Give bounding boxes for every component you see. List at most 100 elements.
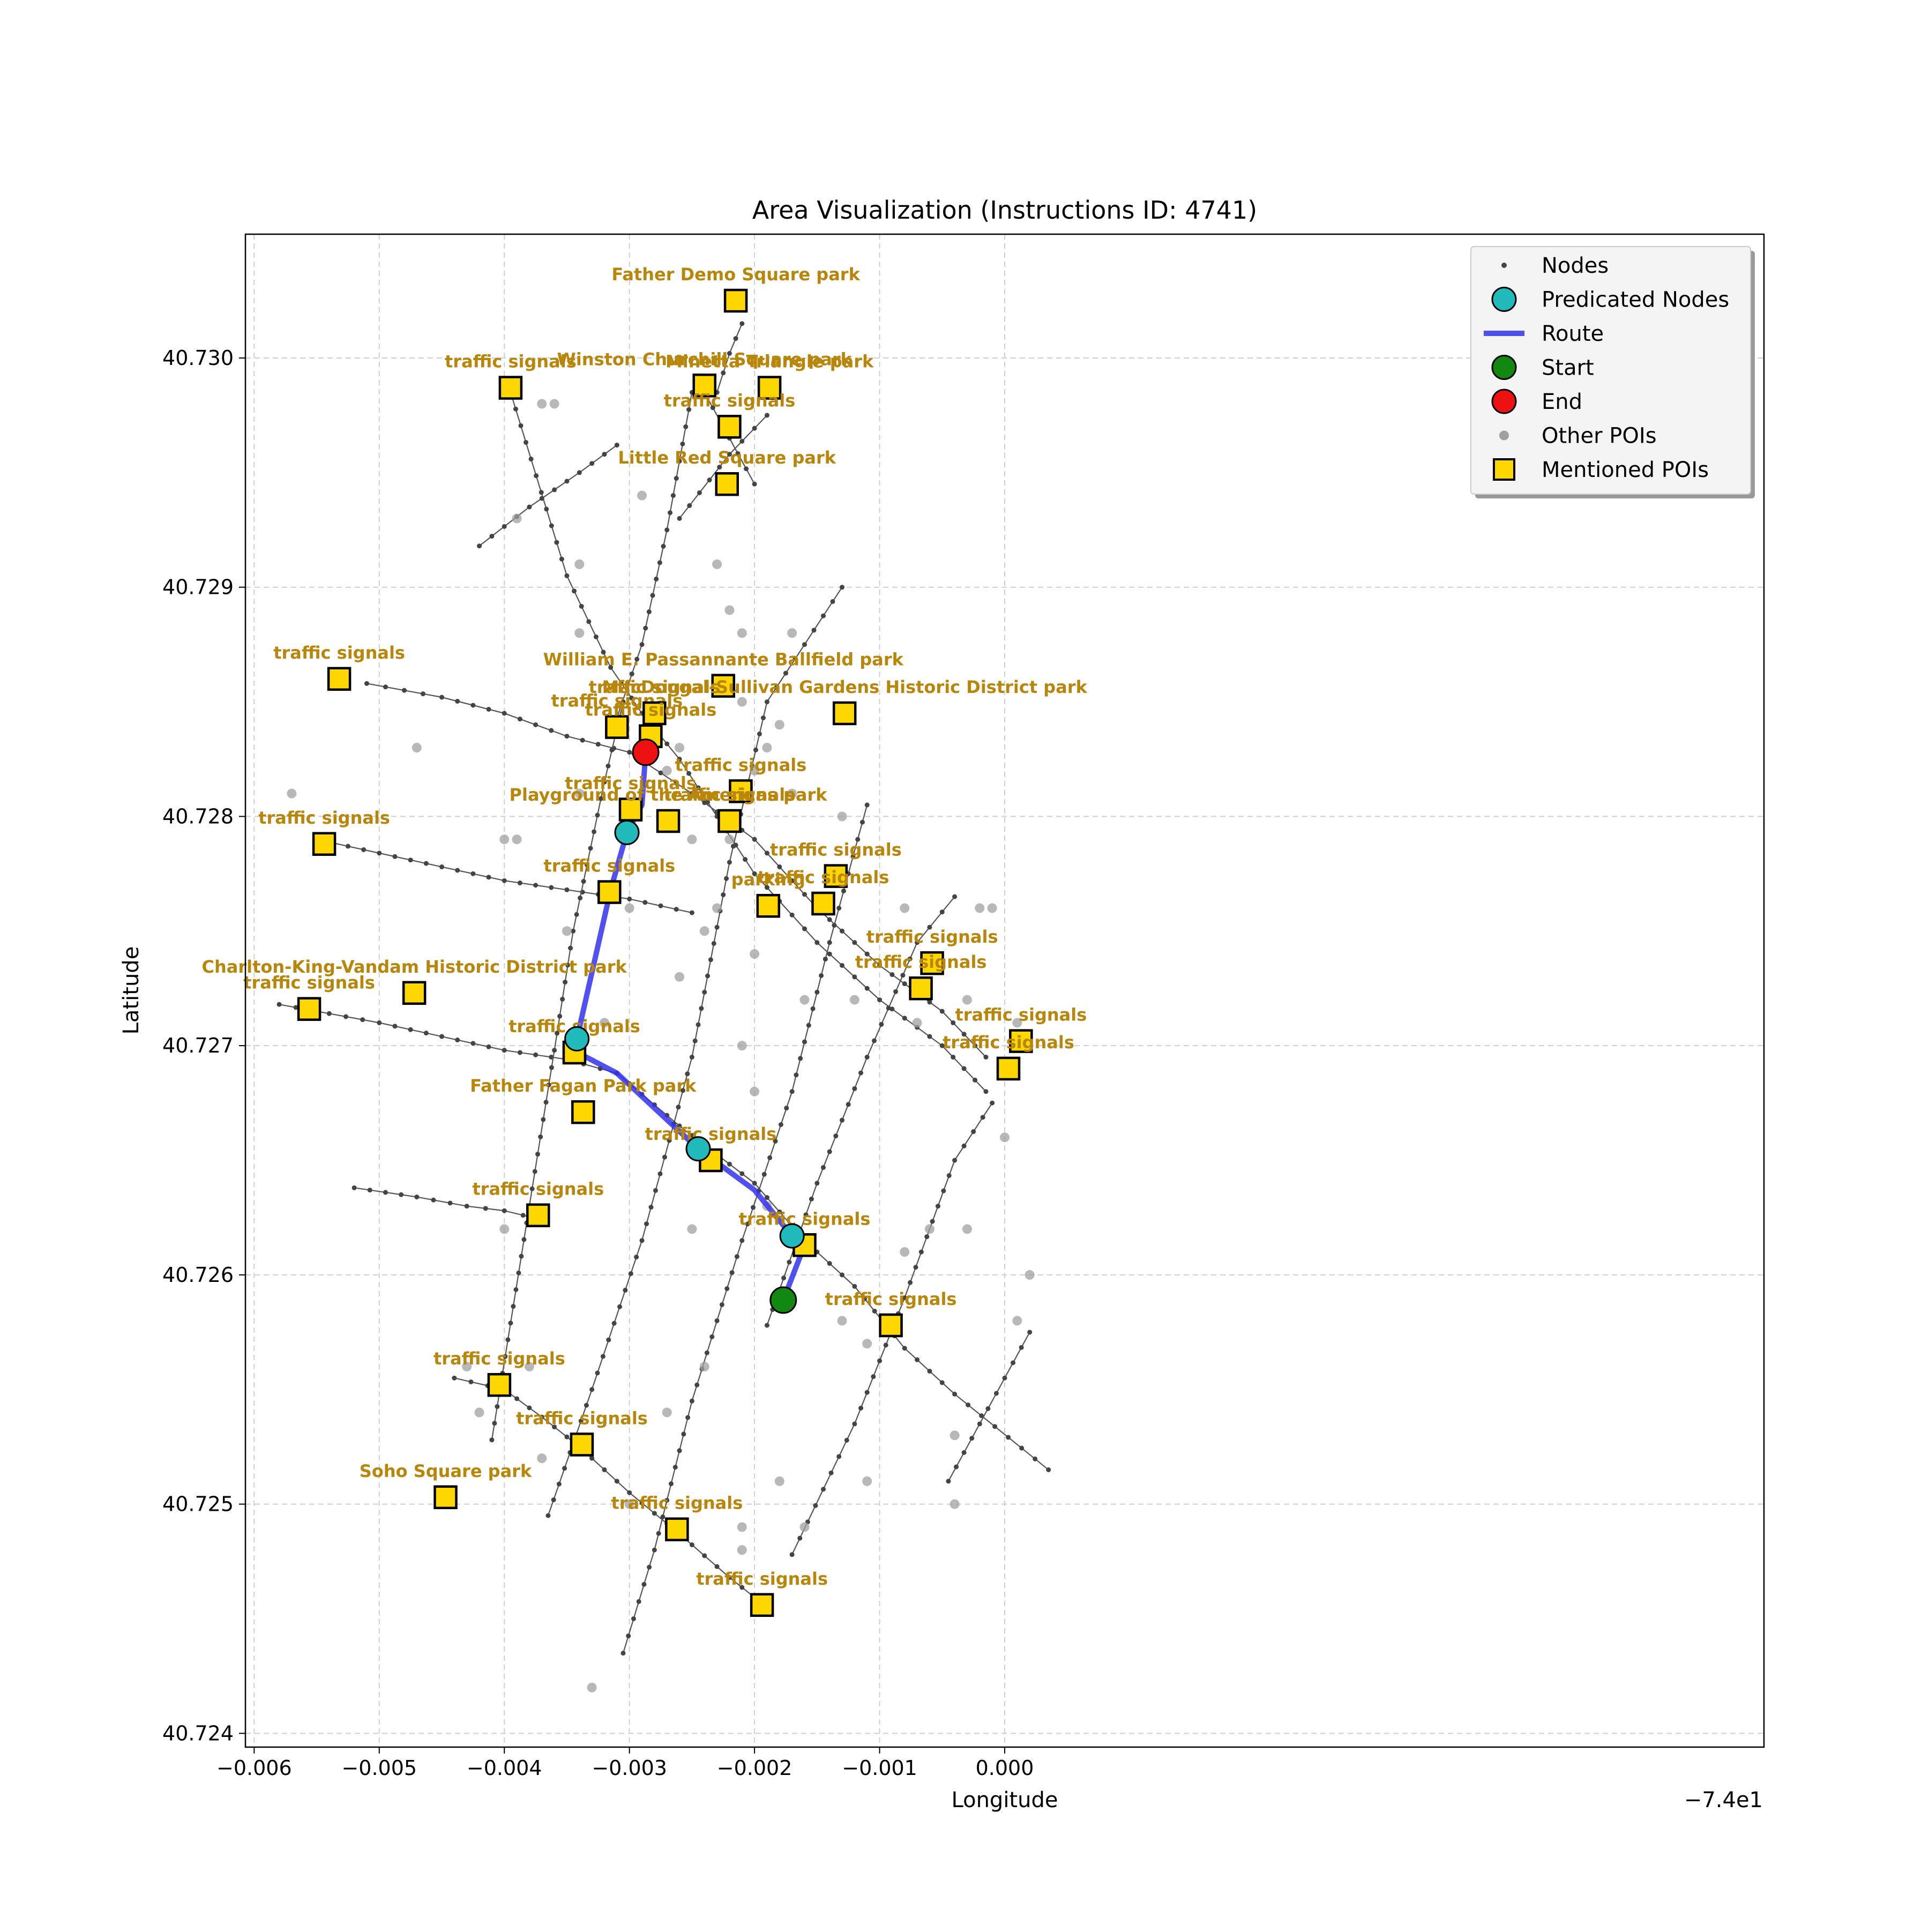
node-dot — [513, 1287, 519, 1292]
node-dot — [951, 1020, 956, 1025]
node-dot — [520, 1213, 526, 1218]
node-dot — [511, 1304, 516, 1309]
node-dot — [924, 1234, 930, 1240]
node-dot — [627, 750, 632, 755]
x-tick-label: −0.002 — [717, 1756, 792, 1780]
y-tick-label: 40.730 — [162, 346, 234, 370]
other-poi-point — [862, 1476, 872, 1486]
node-dot — [631, 1616, 636, 1621]
node-dot — [941, 1188, 946, 1193]
mentioned-poi-marker — [312, 832, 337, 856]
poi-label: MacDougal-Sullivan Gardens Historic Dist… — [602, 677, 1088, 697]
node-dot — [326, 1011, 332, 1016]
node-dot — [773, 1138, 778, 1144]
node-dot — [864, 1055, 870, 1060]
node-dot — [674, 476, 679, 481]
node-dot — [601, 650, 606, 655]
node-dot — [757, 731, 762, 736]
node-dot — [939, 1009, 945, 1014]
node-dot — [752, 1181, 757, 1186]
other-poi-point — [562, 926, 572, 936]
node-dot — [777, 864, 782, 870]
other-poi-point — [750, 765, 760, 775]
node-dot — [1033, 1456, 1038, 1461]
node-dot — [840, 1117, 845, 1123]
node-dot — [927, 1034, 932, 1039]
node-dot — [571, 928, 576, 934]
node-dot — [502, 1048, 507, 1053]
node-dot — [710, 405, 715, 411]
node-dot — [680, 441, 685, 446]
node-dot — [589, 1387, 595, 1392]
legend-node-symbol — [1501, 263, 1507, 268]
other-poi-point — [499, 834, 510, 845]
other-poi-point — [624, 1499, 634, 1509]
node-dot — [852, 1421, 857, 1427]
other-poi-point — [662, 765, 672, 775]
other-poi-point — [912, 1018, 922, 1028]
node-dot — [871, 1374, 876, 1379]
other-poi-point — [724, 605, 735, 615]
node-dot — [753, 747, 758, 752]
node-dot — [900, 973, 906, 978]
node-dot — [734, 1254, 739, 1259]
node-dot — [564, 1434, 570, 1439]
node-dot — [598, 796, 603, 801]
other-poi-point — [849, 995, 859, 1005]
start-marker — [769, 1286, 797, 1314]
node-dot — [806, 1023, 811, 1028]
legend-other-poi-symbol — [1499, 430, 1509, 441]
node-dot — [961, 1032, 967, 1037]
node-dot — [564, 573, 570, 578]
node-dot — [689, 1398, 694, 1404]
node-dot — [761, 1172, 767, 1177]
node-dot — [702, 800, 707, 805]
node-dot — [802, 892, 807, 897]
node-dot — [503, 1354, 508, 1359]
legend-poi-symbol — [1493, 458, 1515, 481]
node-dot — [862, 1296, 868, 1301]
poi-label: traffic signals — [472, 1179, 604, 1199]
node-dot — [565, 963, 571, 968]
other-poi-point — [524, 1361, 534, 1371]
node-dot — [564, 734, 570, 739]
node-dot — [721, 892, 726, 898]
node-dot — [495, 1404, 500, 1409]
node-dot — [639, 642, 645, 647]
node-dot — [714, 1564, 720, 1569]
poi-label: traffic signals — [664, 785, 796, 805]
node-dot — [707, 478, 712, 483]
poi-label: Father Demo Square park — [611, 264, 860, 285]
node-dot — [595, 742, 601, 747]
node-dot — [664, 741, 670, 747]
node-dot — [660, 1514, 666, 1519]
node-dot — [902, 981, 907, 987]
other-poi-point — [837, 1316, 847, 1326]
node-dot — [827, 1149, 832, 1154]
poi-label: traffic signals — [943, 1032, 1074, 1053]
x-tick-label: −0.005 — [341, 1756, 417, 1780]
legend-label: Start — [1542, 356, 1594, 381]
node-dot — [694, 1382, 700, 1388]
node-dot — [915, 940, 920, 945]
node-dot — [529, 1186, 535, 1191]
mentioned-poi-marker — [692, 374, 716, 398]
poi-label: William E. Passannante Ballfield park — [543, 650, 904, 670]
node-dot — [554, 540, 559, 545]
node-dot — [789, 1552, 795, 1557]
node-dot — [877, 997, 883, 1003]
node-dot — [727, 350, 732, 356]
node-dot — [745, 1221, 750, 1227]
node-dot — [654, 576, 659, 581]
other-poi-point — [737, 628, 747, 638]
end-marker — [632, 739, 660, 766]
poi-label: traffic signals — [543, 856, 675, 876]
node-dot — [431, 1197, 436, 1203]
node-dot — [872, 1308, 877, 1314]
node-dot — [452, 1375, 457, 1381]
node-dot — [468, 1379, 474, 1384]
node-dot — [939, 1043, 945, 1048]
node-dot — [502, 524, 507, 529]
node-dot — [562, 1466, 567, 1471]
node-dot — [657, 560, 662, 565]
